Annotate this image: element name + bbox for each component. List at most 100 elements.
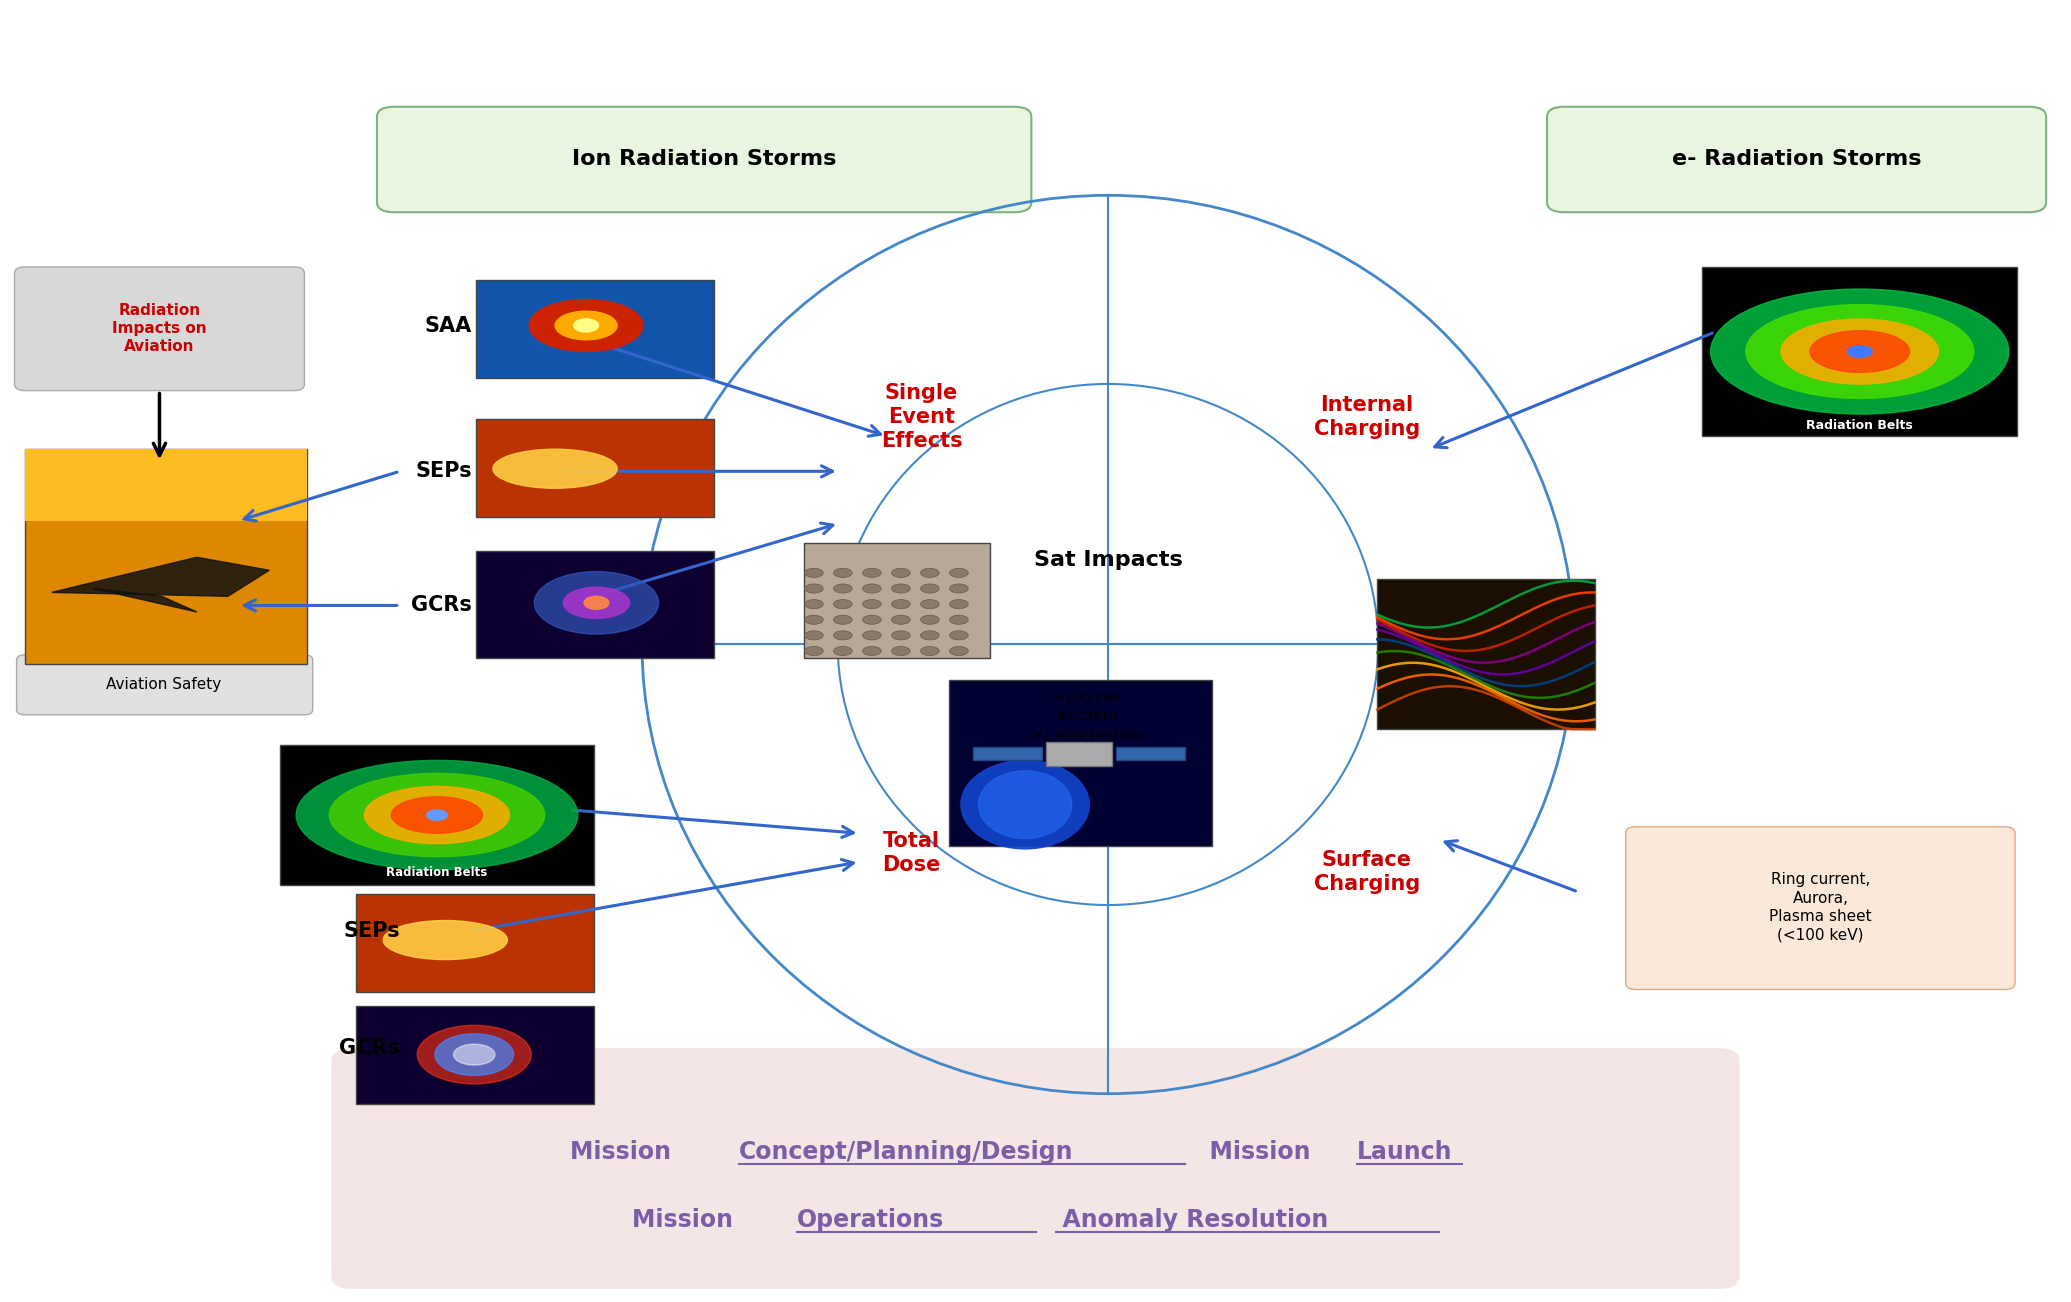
Ellipse shape <box>949 646 967 656</box>
Text: Launch: Launch <box>1357 1141 1452 1164</box>
Ellipse shape <box>920 615 938 624</box>
FancyBboxPatch shape <box>17 655 313 715</box>
Ellipse shape <box>584 596 609 609</box>
Ellipse shape <box>891 646 909 656</box>
Text: Radiation Belts: Radiation Belts <box>387 866 487 879</box>
Text: Mission: Mission <box>1193 1141 1319 1164</box>
Ellipse shape <box>418 1026 530 1083</box>
Ellipse shape <box>891 615 909 624</box>
Ellipse shape <box>296 760 578 870</box>
Bar <box>1116 747 1185 760</box>
Ellipse shape <box>920 583 938 592</box>
FancyBboxPatch shape <box>1547 107 2046 212</box>
Text: Anomaly Resolution: Anomaly Resolution <box>1046 1208 1328 1232</box>
Text: Sat Impacts: Sat Impacts <box>1033 549 1183 570</box>
Text: Radiation
Impacts on
Aviation: Radiation Impacts on Aviation <box>112 302 207 354</box>
Text: Mission: Mission <box>570 1141 679 1164</box>
Ellipse shape <box>574 319 599 332</box>
Ellipse shape <box>862 599 882 608</box>
Ellipse shape <box>534 572 659 634</box>
Ellipse shape <box>949 630 967 641</box>
FancyBboxPatch shape <box>331 1048 1740 1289</box>
Ellipse shape <box>862 615 882 624</box>
Text: Surface
Charging: Surface Charging <box>1313 850 1421 894</box>
Ellipse shape <box>427 810 447 820</box>
Polygon shape <box>52 557 269 596</box>
Ellipse shape <box>364 786 509 844</box>
Text: GCRs: GCRs <box>412 595 472 616</box>
Ellipse shape <box>1847 346 1872 358</box>
Text: Ring current,
Aurora,
Plasma sheet
(<100 keV): Ring current, Aurora, Plasma sheet (<100… <box>1769 872 1872 943</box>
Text: Aviation Safety: Aviation Safety <box>106 677 222 693</box>
Ellipse shape <box>833 615 853 624</box>
Ellipse shape <box>862 583 882 592</box>
Ellipse shape <box>920 630 938 641</box>
Ellipse shape <box>530 299 642 352</box>
Text: Radiation Belts: Radiation Belts <box>1806 419 1914 432</box>
Ellipse shape <box>804 599 822 608</box>
Ellipse shape <box>804 630 822 641</box>
FancyBboxPatch shape <box>1626 827 2015 990</box>
Polygon shape <box>93 589 197 612</box>
Bar <box>804 543 990 658</box>
Ellipse shape <box>949 615 967 624</box>
Ellipse shape <box>920 568 938 577</box>
Ellipse shape <box>833 646 853 656</box>
Ellipse shape <box>949 583 967 592</box>
Text: SAA: SAA <box>425 315 472 336</box>
Ellipse shape <box>804 583 822 592</box>
Bar <box>476 280 714 378</box>
Bar <box>1702 267 2017 436</box>
Bar <box>476 551 714 658</box>
Bar <box>1377 579 1595 729</box>
Bar <box>356 1006 594 1104</box>
Ellipse shape <box>920 599 938 608</box>
Ellipse shape <box>862 568 882 577</box>
Ellipse shape <box>862 630 882 641</box>
Text: Total
Dose: Total Dose <box>882 831 940 875</box>
Ellipse shape <box>961 760 1089 849</box>
Ellipse shape <box>383 921 507 960</box>
Ellipse shape <box>978 771 1073 838</box>
Bar <box>476 419 714 517</box>
Bar <box>25 449 307 664</box>
Ellipse shape <box>435 1034 514 1075</box>
Bar <box>949 680 1212 846</box>
Ellipse shape <box>555 311 617 340</box>
Bar <box>973 747 1042 760</box>
Ellipse shape <box>804 646 822 656</box>
Bar <box>356 894 594 992</box>
Ellipse shape <box>391 797 483 833</box>
FancyBboxPatch shape <box>14 267 304 391</box>
Ellipse shape <box>949 568 967 577</box>
Ellipse shape <box>454 1044 495 1065</box>
Text: Internal
Charging: Internal Charging <box>1313 395 1421 439</box>
Text: Ion Radiation Storms: Ion Radiation Storms <box>572 150 837 169</box>
Text: e- Radiation Storms: e- Radiation Storms <box>1671 150 1922 169</box>
Ellipse shape <box>891 630 909 641</box>
Ellipse shape <box>891 583 909 592</box>
Ellipse shape <box>891 599 909 608</box>
Ellipse shape <box>1810 331 1909 372</box>
Ellipse shape <box>833 568 853 577</box>
Text: Mission: Mission <box>632 1208 741 1232</box>
Ellipse shape <box>804 568 822 577</box>
Ellipse shape <box>1711 289 2009 414</box>
Bar <box>1046 742 1112 766</box>
Ellipse shape <box>862 646 882 656</box>
Ellipse shape <box>891 568 909 577</box>
Ellipse shape <box>1781 319 1938 384</box>
Ellipse shape <box>804 615 822 624</box>
Text: SEPs: SEPs <box>344 921 400 941</box>
Text: Concept/Planning/Design: Concept/Planning/Design <box>739 1141 1075 1164</box>
Ellipse shape <box>493 449 617 488</box>
Ellipse shape <box>833 599 853 608</box>
Bar <box>25 449 307 521</box>
Text: >100 keV
electrons
>1 MeV protons: >100 keV electrons >1 MeV protons <box>1031 690 1143 742</box>
Ellipse shape <box>563 587 630 618</box>
Bar <box>280 745 594 885</box>
Ellipse shape <box>1746 305 1974 398</box>
Text: SEPs: SEPs <box>416 461 472 482</box>
Ellipse shape <box>833 630 853 641</box>
FancyBboxPatch shape <box>377 107 1031 212</box>
